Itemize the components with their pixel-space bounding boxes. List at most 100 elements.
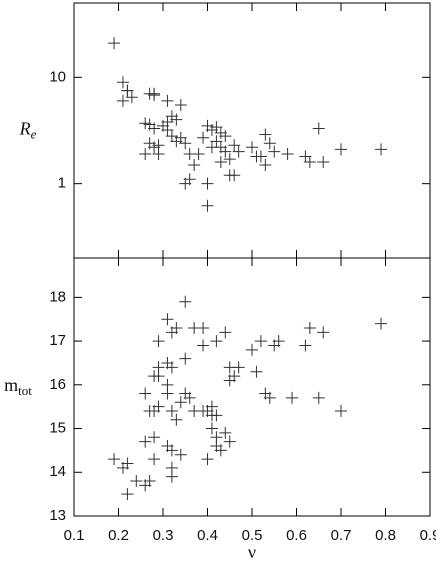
point — [139, 148, 152, 161]
point — [170, 413, 183, 426]
point — [161, 123, 174, 136]
point — [375, 317, 388, 330]
point — [335, 143, 347, 156]
plot-frame — [73, 257, 431, 517]
point — [223, 153, 236, 166]
point — [183, 173, 196, 186]
point — [161, 313, 174, 326]
point — [121, 488, 134, 501]
x-tick-label: 0.1 — [64, 527, 85, 544]
point — [179, 137, 192, 150]
point — [174, 98, 187, 111]
point — [201, 199, 214, 212]
point — [219, 130, 232, 143]
point — [170, 113, 183, 126]
point — [219, 326, 232, 339]
plot-frame — [73, 2, 431, 259]
point — [148, 431, 161, 444]
y-tick-label: 17 — [49, 332, 66, 349]
point — [161, 387, 174, 400]
point — [174, 448, 187, 461]
point — [259, 158, 272, 171]
x-tick-label: 0.8 — [375, 527, 396, 544]
y-axis-label: mtot — [4, 375, 32, 398]
point — [188, 158, 201, 171]
point — [219, 145, 232, 158]
point — [201, 177, 214, 190]
point — [165, 470, 178, 483]
point — [228, 139, 241, 152]
point — [223, 374, 236, 387]
point — [165, 405, 178, 418]
point — [246, 141, 258, 154]
point — [228, 169, 241, 182]
point — [170, 321, 183, 334]
point — [281, 148, 294, 161]
point — [214, 444, 227, 457]
y-tick-label: 15 — [49, 420, 66, 437]
y-label-sub: e — [31, 126, 37, 141]
point — [165, 361, 178, 374]
point — [139, 435, 152, 448]
x-tick-label: 0.3 — [153, 527, 174, 544]
point — [263, 391, 276, 404]
point — [201, 453, 214, 466]
point — [232, 145, 245, 158]
point — [268, 145, 281, 158]
y-tick-label: 13 — [49, 507, 66, 524]
point — [232, 361, 245, 374]
point — [183, 391, 196, 404]
point — [223, 435, 236, 448]
y-label-sub: tot — [18, 383, 32, 398]
point — [125, 91, 138, 104]
point — [312, 122, 325, 135]
point — [286, 391, 299, 404]
point — [121, 457, 134, 470]
point — [179, 352, 192, 365]
point — [148, 370, 161, 383]
point — [335, 405, 347, 418]
y-axis-label: Re — [19, 119, 37, 142]
x-tick-label: 0.4 — [197, 527, 218, 544]
point — [148, 453, 161, 466]
point — [254, 150, 267, 163]
point — [161, 94, 174, 107]
y-label-main: R — [19, 119, 31, 139]
x-tick-label: 0.6 — [286, 527, 307, 544]
point — [259, 128, 272, 141]
x-axis-label: ν — [248, 542, 256, 561]
point — [148, 141, 161, 154]
point — [214, 155, 227, 168]
point — [210, 335, 223, 348]
x-tick-label: 0.9 — [420, 527, 436, 544]
point — [179, 295, 192, 308]
point — [139, 387, 152, 400]
y-tick-label: 14 — [49, 463, 66, 480]
point — [375, 143, 388, 156]
point — [197, 339, 210, 352]
point — [152, 400, 165, 413]
y-label-main: m — [4, 375, 18, 395]
point — [263, 137, 276, 150]
point — [197, 131, 210, 144]
point — [143, 475, 156, 488]
y-tick-label: 16 — [49, 376, 66, 393]
point — [165, 444, 178, 457]
x-tick-label: 0.5 — [242, 527, 263, 544]
point — [148, 122, 161, 135]
y-tick-label: 1 — [58, 175, 66, 192]
point — [152, 148, 165, 161]
point — [152, 361, 165, 374]
point — [108, 453, 121, 466]
point — [219, 426, 232, 439]
point — [254, 335, 267, 348]
point — [116, 76, 129, 89]
point — [299, 339, 312, 352]
point — [148, 89, 161, 102]
point — [317, 326, 330, 339]
y-tick-label: 18 — [49, 288, 66, 305]
point — [312, 391, 325, 404]
point — [121, 84, 134, 97]
